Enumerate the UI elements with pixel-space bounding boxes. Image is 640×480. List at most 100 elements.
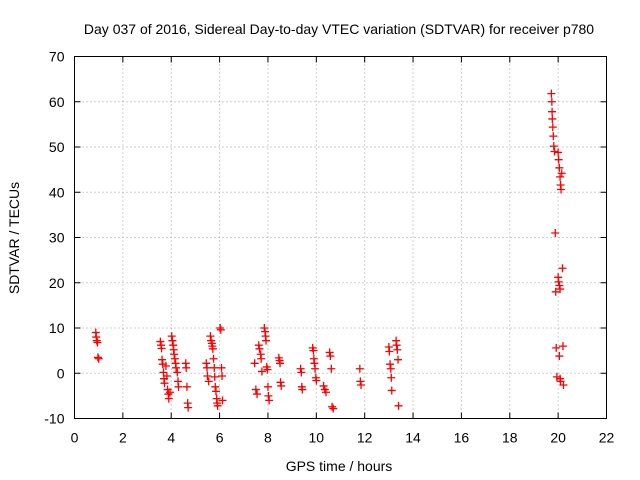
data-point: [386, 364, 395, 373]
data-point: [548, 107, 557, 116]
y-tick-label: 60: [49, 94, 65, 110]
y-tick-label: 10: [49, 320, 65, 336]
data-point: [158, 355, 167, 364]
data-point: [386, 360, 395, 369]
data-point: [312, 376, 321, 385]
x-tick-label: 10: [309, 430, 325, 446]
x-tick-label: 0: [71, 430, 79, 446]
data-point: [255, 344, 264, 353]
data-point: [328, 402, 337, 411]
data-point: [555, 352, 564, 361]
data-point: [321, 388, 330, 397]
data-point: [170, 350, 179, 359]
x-axis-label: GPS time / hours: [286, 458, 393, 474]
data-point: [263, 365, 272, 374]
y-tick-label: 40: [49, 184, 65, 200]
data-point: [549, 142, 558, 151]
data-point: [203, 371, 212, 380]
data-point: [392, 341, 401, 350]
data-point: [210, 372, 219, 381]
data-point: [326, 352, 335, 361]
data-point: [211, 382, 220, 391]
data-point: [387, 386, 396, 395]
data-point: [557, 169, 566, 178]
data-point: [325, 348, 334, 357]
y-tick-label: 0: [57, 365, 65, 381]
data-point: [550, 147, 559, 156]
x-tick-label: 22: [599, 430, 615, 446]
data-point: [263, 382, 272, 391]
data-point: [549, 132, 558, 141]
grid-lines: [74, 56, 607, 419]
data-point: [311, 364, 320, 373]
x-tick-label: 16: [454, 430, 470, 446]
data-point: [93, 353, 102, 362]
chart-title: Day 037 of 2016, Sidereal Day-to-day VTE…: [84, 21, 594, 37]
data-point: [184, 403, 193, 412]
data-point: [254, 341, 263, 350]
data-point: [552, 343, 561, 352]
data-point: [355, 364, 364, 373]
y-tick-label: -10: [44, 411, 64, 427]
data-point: [296, 364, 305, 373]
data-point: [554, 155, 563, 164]
data-point: [168, 336, 177, 345]
data-point: [213, 401, 222, 410]
data-point: [216, 325, 225, 334]
data-point: [394, 355, 403, 364]
data-point: [161, 362, 170, 371]
data-point: [327, 364, 336, 373]
y-tick-label: 30: [49, 230, 65, 246]
data-point: [387, 373, 396, 382]
data-point: [92, 336, 101, 345]
data-point: [558, 264, 567, 273]
data-point: [329, 404, 338, 413]
data-point: [276, 359, 285, 368]
data-point: [556, 285, 565, 294]
data-point: [218, 371, 227, 380]
data-point: [204, 377, 213, 386]
data-point: [310, 359, 319, 368]
data-point: [257, 367, 266, 376]
data-point: [559, 381, 568, 390]
data-point: [394, 401, 403, 410]
y-axis-label: SDTVAR / TECUs: [6, 182, 22, 294]
data-point: [164, 394, 173, 403]
x-tick-label: 8: [264, 430, 272, 446]
data-point: [209, 354, 218, 363]
data-point: [551, 228, 560, 237]
data-point: [166, 388, 175, 397]
data-point: [262, 336, 271, 345]
data-point: [170, 354, 179, 363]
x-tick-label: 14: [405, 430, 421, 446]
data-point: [160, 379, 169, 388]
data-point: [319, 381, 328, 390]
data-point: [250, 359, 259, 368]
data-point: [203, 363, 212, 372]
data-point: [548, 123, 557, 132]
data-point: [297, 368, 306, 377]
data-point: [156, 337, 165, 346]
data-point: [277, 381, 286, 390]
data-point: [167, 332, 176, 341]
data-point: [557, 185, 566, 194]
x-tick-label: 4: [167, 430, 175, 446]
data-point: [208, 344, 217, 353]
data-point: [182, 382, 191, 391]
data-point: [556, 172, 565, 181]
data-point: [157, 344, 166, 353]
y-tick-label: 70: [49, 49, 65, 65]
data-point: [257, 354, 266, 363]
data-point: [554, 277, 563, 286]
data-point: [357, 381, 366, 390]
plot-frame: [74, 56, 607, 419]
x-tick-label: 6: [216, 430, 224, 446]
data-point: [216, 324, 225, 332]
x-tick-label: 20: [550, 430, 566, 446]
data-point: [218, 396, 227, 405]
data-point: [94, 354, 103, 363]
x-tick-label: 2: [119, 430, 127, 446]
data-point: [251, 385, 260, 394]
data-point: [211, 387, 220, 396]
data-point: [554, 148, 563, 157]
